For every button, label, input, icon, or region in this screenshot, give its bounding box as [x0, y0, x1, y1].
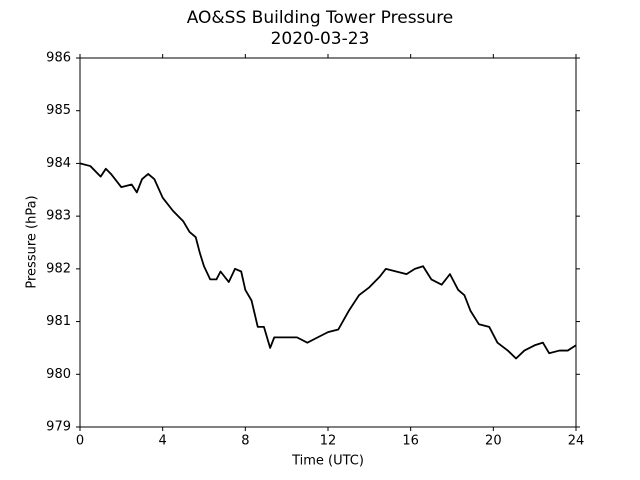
y-tick-label: 981 [46, 314, 71, 329]
y-tick-label: 982 [46, 261, 71, 276]
x-tick-label: 0 [76, 434, 84, 449]
x-tick-label: 24 [568, 434, 585, 449]
y-tick-label: 979 [46, 420, 71, 435]
line-series [79, 162, 577, 360]
y-tick-label: 986 [46, 51, 71, 66]
y-tick-label: 985 [46, 103, 71, 118]
y-axis-label: Pressure (hPa) [25, 195, 40, 288]
y-tick-label: 984 [46, 156, 71, 171]
x-tick-label: 8 [241, 434, 249, 449]
y-tick-label: 980 [46, 367, 71, 382]
x-axis-label: Time (UTC) [291, 454, 364, 469]
x-tick-label: 12 [320, 434, 337, 449]
x-tick-label: 4 [159, 434, 167, 449]
x-tick-label: 20 [485, 434, 502, 449]
chart-title: AO&SS Building Tower Pressure [187, 8, 454, 28]
chart-subtitle: 2020-03-23 [271, 29, 370, 49]
y-tick-label: 983 [46, 209, 71, 224]
x-tick-label: 16 [402, 434, 419, 449]
plot-frame [79, 57, 577, 428]
